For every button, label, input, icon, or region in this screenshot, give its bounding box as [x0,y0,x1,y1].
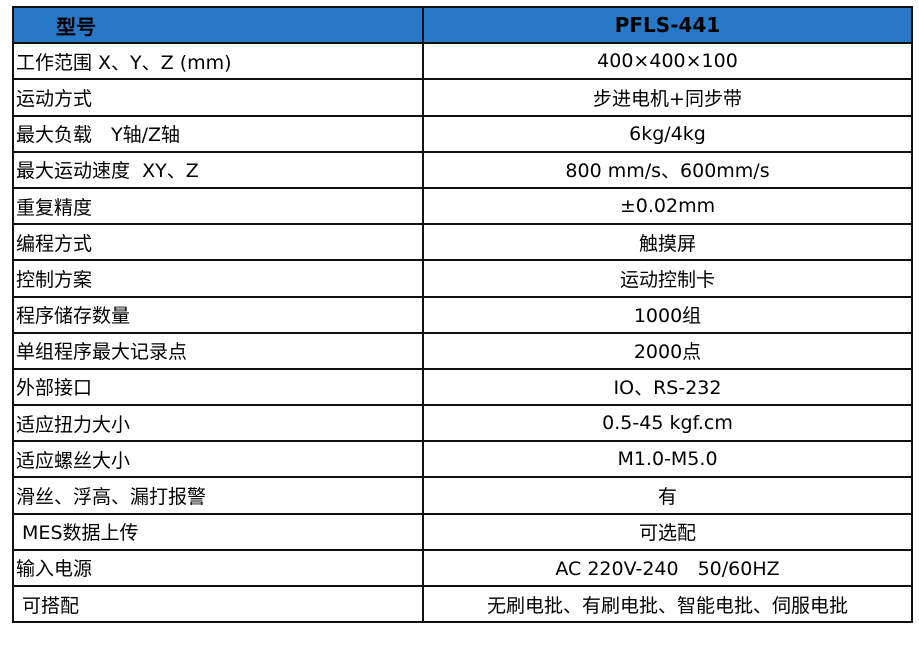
spec-label: 程序储存数量 [12,295,424,334]
header-label: 型号 [12,5,424,45]
spec-label: 可搭配 [12,584,424,624]
spec-label: MES数据上传 [12,512,424,551]
table-row: 最大运动速度 XY、Z 800 mm/s、600mm/s [12,150,913,189]
spec-table: 型号 PFLS-441 工作范围 X、Y、Z (mm) 400×400×100 运动… [12,5,913,624]
spec-label: 滑丝、浮高、漏打报警 [12,476,424,515]
spec-value: IO、RS-232 [422,367,913,407]
spec-label: 输入电源 [12,548,424,588]
table-row: 运动方式 步进电机+同步带 [12,78,913,117]
table-row: 重复精度 ±0.02mm [12,186,913,226]
table-row: 最大负载 Y轴/Z轴 6kg/4kg [12,114,913,153]
table-row: 适应扭力大小 0.5-45 kgf.cm [12,404,913,443]
header-row: 型号 PFLS-441 [12,5,913,45]
spec-label: 单组程序最大记录点 [12,331,424,370]
spec-value: 2000点 [422,331,913,370]
spec-value: 6kg/4kg [422,114,913,153]
spec-value: 800 mm/s、600mm/s [422,150,913,189]
table-row: 外部接口 IO、RS-232 [12,367,913,407]
spec-value: M1.0-M5.0 [422,440,913,479]
table-row: 可搭配 无刷电批、有刷电批、智能电批、伺服电批 [12,584,913,624]
spec-value: 无刷电批、有刷电批、智能电批、伺服电批 [422,584,913,624]
spec-label: 适应扭力大小 [12,404,424,443]
spec-label: 工作范围 X、Y、Z (mm) [12,42,424,81]
table-row: MES数据上传 可选配 [12,512,913,551]
spec-label: 最大负载 Y轴/Z轴 [12,114,424,153]
spec-value: 可选配 [422,512,913,551]
spec-value: 1000组 [422,295,913,334]
spec-label: 控制方案 [12,259,424,298]
table-row: 程序储存数量 1000组 [12,295,913,334]
spec-value: 有 [422,476,913,515]
spec-value: 400×400×100 [422,42,913,81]
spec-value: 运动控制卡 [422,259,913,298]
spec-label: 适应螺丝大小 [12,440,424,479]
spec-label: 运动方式 [12,78,424,117]
table-row: 输入电源 AC 220V-240 50/60HZ [12,548,913,588]
spec-value: 步进电机+同步带 [422,78,913,117]
spec-value: ±0.02mm [422,186,913,226]
spec-value: 0.5-45 kgf.cm [422,404,913,443]
table-row: 滑丝、浮高、漏打报警有 [12,476,913,515]
table-row: 适应螺丝大小 M1.0-M5.0 [12,440,913,479]
table-row: 编程方式 触摸屏 [12,223,913,262]
table-row: 工作范围 X、Y、Z (mm) 400×400×100 [12,42,913,81]
header-model: PFLS-441 [422,5,913,45]
spec-label: 最大运动速度 XY、Z [12,150,424,189]
table-row: 控制方案 运动控制卡 [12,259,913,298]
spec-value: 触摸屏 [422,223,913,262]
spec-value: AC 220V-240 50/60HZ [422,548,913,588]
spec-label: 外部接口 [12,367,424,407]
table-row: 单组程序最大记录点 2000点 [12,331,913,370]
spec-label: 重复精度 [12,186,424,226]
spec-label: 编程方式 [12,223,424,262]
